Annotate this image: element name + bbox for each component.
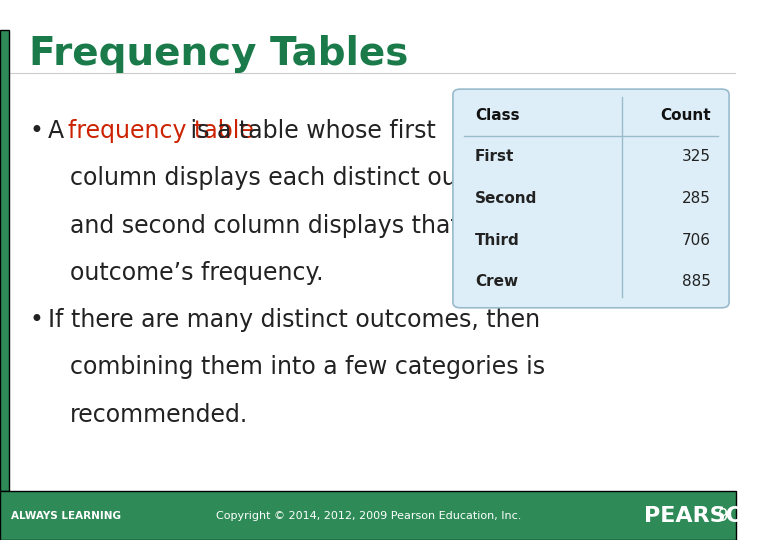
Text: frequency table: frequency table (69, 119, 254, 143)
Text: 9: 9 (718, 507, 729, 525)
Text: Class: Class (475, 108, 519, 123)
FancyBboxPatch shape (453, 89, 729, 308)
Text: •: • (30, 308, 44, 332)
Text: A: A (48, 119, 72, 143)
FancyBboxPatch shape (0, 30, 9, 491)
Text: Copyright © 2014, 2012, 2009 Pearson Education, Inc.: Copyright © 2014, 2012, 2009 Pearson Edu… (215, 511, 521, 521)
Text: Crew: Crew (475, 274, 518, 289)
FancyBboxPatch shape (0, 491, 736, 540)
Text: Frequency Tables: Frequency Tables (30, 35, 409, 73)
Text: If there are many distinct outcomes, then: If there are many distinct outcomes, the… (48, 308, 540, 332)
Text: ALWAYS LEARNING: ALWAYS LEARNING (11, 511, 121, 521)
Text: is a table whose first: is a table whose first (183, 119, 435, 143)
Text: 325: 325 (682, 150, 711, 164)
Text: Second: Second (475, 191, 537, 206)
Text: outcome’s frequency.: outcome’s frequency. (70, 261, 324, 285)
Text: combining them into a few categories is: combining them into a few categories is (70, 355, 545, 379)
Text: 285: 285 (682, 191, 711, 206)
Text: column displays each distinct outcome: column displays each distinct outcome (70, 166, 531, 190)
Text: •: • (30, 119, 44, 143)
Text: Count: Count (660, 108, 711, 123)
Text: PEARSON: PEARSON (644, 505, 764, 526)
Text: and second column displays that: and second column displays that (70, 214, 459, 238)
Text: First: First (475, 150, 514, 164)
Text: recommended.: recommended. (70, 403, 248, 427)
Text: 706: 706 (682, 233, 711, 247)
Text: Third: Third (475, 233, 519, 247)
Text: 885: 885 (682, 274, 711, 289)
